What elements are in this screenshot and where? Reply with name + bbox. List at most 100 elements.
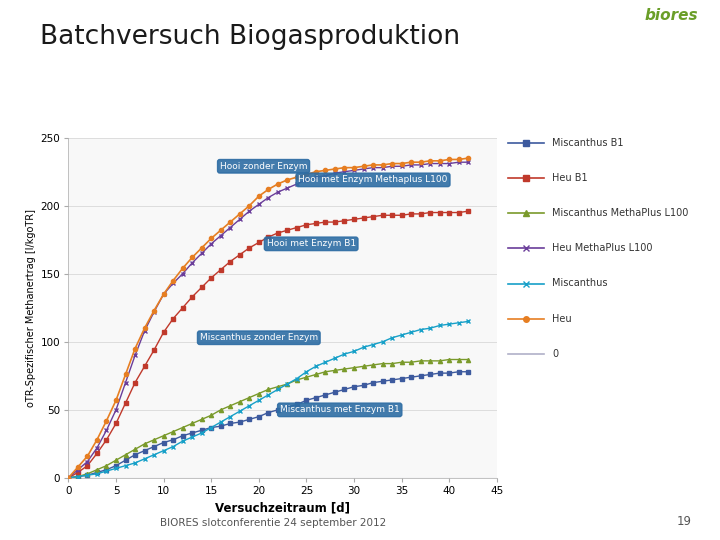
0 xyxy=(492,475,501,481)
Heu MethaPlus L100 xyxy=(188,260,197,266)
Miscanthus MethaPlus L100 xyxy=(121,451,130,458)
Heu xyxy=(436,158,444,164)
Heu MethaPlus L100 xyxy=(73,467,82,473)
Miscanthus MethaPlus L100 xyxy=(416,357,425,364)
Heu B1 xyxy=(369,213,377,220)
Heu MethaPlus L100 xyxy=(454,159,463,165)
Heu MethaPlus L100 xyxy=(330,170,339,177)
Heu B1 xyxy=(283,227,292,233)
Miscanthus xyxy=(168,443,177,450)
Heu xyxy=(407,159,415,165)
Heu xyxy=(302,171,311,178)
Miscanthus B1 xyxy=(454,368,463,375)
Miscanthus MethaPlus L100 xyxy=(378,360,387,367)
Text: Miscanthus MethaPlus L100: Miscanthus MethaPlus L100 xyxy=(552,208,688,218)
Heu MethaPlus L100 xyxy=(245,208,253,214)
Heu MethaPlus L100 xyxy=(93,445,102,451)
Heu B1 xyxy=(274,230,282,236)
Miscanthus B1 xyxy=(235,419,244,426)
Miscanthus MethaPlus L100 xyxy=(426,357,434,364)
Miscanthus B1 xyxy=(397,375,406,382)
Heu xyxy=(217,227,225,233)
Heu B1 xyxy=(436,210,444,216)
Heu B1 xyxy=(330,219,339,225)
Text: Hooi met Enzym Methaplus L100: Hooi met Enzym Methaplus L100 xyxy=(298,176,448,184)
Heu MethaPlus L100 xyxy=(350,167,359,173)
Heu B1 xyxy=(112,420,120,427)
Heu xyxy=(274,181,282,187)
Heu B1 xyxy=(168,315,177,322)
Miscanthus B1 xyxy=(131,451,140,458)
Miscanthus B1 xyxy=(378,378,387,384)
Line: Heu MethaPlus L100: Heu MethaPlus L100 xyxy=(66,160,471,481)
Heu B1 xyxy=(388,212,397,219)
Heu xyxy=(464,155,472,161)
Heu MethaPlus L100 xyxy=(112,407,120,413)
Miscanthus MethaPlus L100 xyxy=(445,356,454,363)
Text: Miscanthus zonder Enzym: Miscanthus zonder Enzym xyxy=(199,333,318,342)
Miscanthus MethaPlus L100 xyxy=(350,364,359,371)
Heu B1 xyxy=(207,275,215,281)
0 xyxy=(254,475,263,481)
Heu MethaPlus L100 xyxy=(302,177,311,183)
Miscanthus MethaPlus L100 xyxy=(168,428,177,435)
Miscanthus B1 xyxy=(121,457,130,463)
Miscanthus xyxy=(388,334,397,341)
Miscanthus xyxy=(179,438,187,444)
Miscanthus B1 xyxy=(407,374,415,381)
Miscanthus B1 xyxy=(274,407,282,413)
0 xyxy=(302,475,311,481)
Miscanthus B1 xyxy=(369,380,377,386)
0 xyxy=(112,475,120,481)
Heu xyxy=(245,202,253,209)
Miscanthus xyxy=(274,386,282,393)
Miscanthus B1 xyxy=(445,370,454,376)
Miscanthus B1 xyxy=(254,414,263,420)
Heu xyxy=(207,235,215,241)
Heu B1 xyxy=(464,208,472,214)
Heu xyxy=(254,193,263,199)
Miscanthus B1 xyxy=(102,467,111,473)
Heu B1 xyxy=(397,212,406,219)
Miscanthus xyxy=(407,329,415,335)
Heu B1 xyxy=(292,224,301,231)
Heu B1 xyxy=(131,380,140,386)
Heu MethaPlus L100 xyxy=(407,161,415,168)
Miscanthus MethaPlus L100 xyxy=(388,360,397,367)
Miscanthus MethaPlus L100 xyxy=(330,367,339,374)
Miscanthus MethaPlus L100 xyxy=(112,457,120,463)
Miscanthus xyxy=(140,456,149,462)
Miscanthus B1 xyxy=(264,409,273,416)
Line: Miscanthus B1: Miscanthus B1 xyxy=(66,370,470,480)
Heu MethaPlus L100 xyxy=(378,164,387,171)
Miscanthus xyxy=(245,402,253,409)
Heu B1 xyxy=(179,305,187,311)
Miscanthus xyxy=(64,475,73,481)
Heu xyxy=(359,163,368,170)
Heu MethaPlus L100 xyxy=(64,475,73,481)
Miscanthus MethaPlus L100 xyxy=(359,363,368,369)
Miscanthus B1 xyxy=(426,371,434,377)
Heu xyxy=(264,186,273,193)
Heu MethaPlus L100 xyxy=(312,174,320,180)
0 xyxy=(207,475,215,481)
Miscanthus xyxy=(292,375,301,382)
Heu MethaPlus L100 xyxy=(340,168,348,175)
Text: Heu MethaPlus L100: Heu MethaPlus L100 xyxy=(552,244,653,253)
Miscanthus B1 xyxy=(217,423,225,429)
0 xyxy=(397,475,406,481)
Heu B1 xyxy=(150,347,158,353)
Miscanthus B1 xyxy=(359,382,368,389)
Heu xyxy=(340,164,348,171)
Heu MethaPlus L100 xyxy=(464,159,472,165)
Miscanthus MethaPlus L100 xyxy=(264,386,273,393)
Text: Heu B1: Heu B1 xyxy=(552,173,588,183)
Heu B1 xyxy=(121,400,130,406)
Miscanthus xyxy=(464,318,472,325)
Miscanthus B1 xyxy=(207,424,215,431)
Heu MethaPlus L100 xyxy=(207,241,215,247)
Text: Batchversuch Biogasproduktion: Batchversuch Biogasproduktion xyxy=(40,24,460,50)
Heu MethaPlus L100 xyxy=(292,181,301,187)
Miscanthus MethaPlus L100 xyxy=(369,362,377,368)
Miscanthus xyxy=(369,341,377,348)
